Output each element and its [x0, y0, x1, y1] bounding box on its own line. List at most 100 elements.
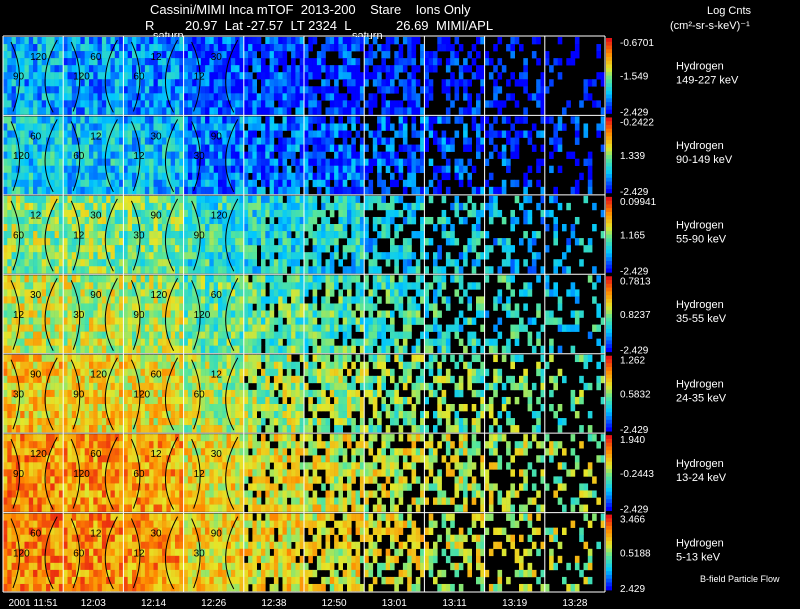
- heat-cell: [196, 289, 202, 297]
- heat-cell: [3, 368, 8, 377]
- heat-cell: [93, 86, 98, 94]
- heat-cell: [76, 389, 81, 398]
- heat-cell: [41, 165, 47, 174]
- heat-cell: [76, 354, 81, 363]
- heat-cell: [15, 172, 21, 181]
- heat-cell: [278, 296, 283, 304]
- heat-cell: [476, 100, 481, 108]
- heat-cell: [527, 93, 533, 101]
- heat-cell: [377, 151, 382, 159]
- heat-cell: [213, 238, 219, 246]
- heat-cell: [84, 324, 90, 332]
- heat-cell: [63, 186, 68, 195]
- heat-cell: [252, 179, 257, 188]
- heat-cell: [132, 345, 137, 354]
- heat-cell: [67, 289, 73, 297]
- heat-cell: [239, 209, 245, 218]
- heat-cell: [132, 310, 137, 318]
- heat-cell: [398, 303, 404, 311]
- heat-cell: [570, 231, 576, 239]
- heat-cell: [527, 245, 533, 253]
- heat-cell: [183, 130, 189, 138]
- heat-cell: [144, 411, 150, 419]
- heat-cell: [312, 259, 318, 267]
- heat-cell: [600, 79, 606, 87]
- heat-cell: [76, 259, 81, 267]
- heat-cell: [97, 338, 103, 346]
- heat-cell: [441, 130, 447, 138]
- heat-cell: [312, 310, 318, 318]
- heat-cell: [183, 58, 189, 66]
- heat-cell: [458, 275, 464, 283]
- heat-cell: [3, 86, 8, 94]
- heat-cell: [50, 72, 55, 80]
- heat-cell: [54, 252, 60, 260]
- heat-cell: [596, 44, 601, 52]
- heat-cell: [3, 216, 8, 225]
- heat-cell: [46, 172, 51, 181]
- heat-cell: [269, 137, 275, 145]
- heat-cell: [123, 79, 128, 87]
- heat-cell: [15, 324, 21, 332]
- heat-cell: [390, 65, 395, 73]
- heat-cell: [93, 259, 98, 267]
- heat-cell: [33, 425, 38, 433]
- heat-cell: [162, 331, 167, 339]
- heat-cell: [480, 116, 485, 124]
- heat-cell: [390, 209, 395, 218]
- heat-cell: [239, 296, 245, 304]
- heat-cell: [80, 361, 85, 370]
- heat-cell: [531, 51, 537, 59]
- heat-cell: [106, 179, 111, 188]
- heat-cell: [162, 165, 167, 174]
- heat-cell: [437, 245, 442, 253]
- heat-cell: [355, 58, 361, 66]
- heat-cell: [218, 310, 223, 318]
- heat-cell: [385, 123, 391, 131]
- heat-cell: [58, 296, 64, 304]
- heat-cell: [282, 158, 288, 166]
- heat-cell: [196, 79, 202, 87]
- heat-cell: [50, 123, 55, 131]
- heat-cell: [170, 151, 176, 159]
- heat-cell: [11, 382, 17, 391]
- heat-cell: [136, 396, 141, 405]
- heat-cell: [46, 158, 51, 166]
- heat-cell: [248, 165, 253, 174]
- heat-cell: [175, 179, 180, 188]
- heat-cell: [7, 425, 12, 433]
- heat-cell: [527, 179, 533, 188]
- heat-cell: [377, 282, 382, 290]
- heat-cell: [7, 289, 12, 297]
- heat-cell: [157, 289, 163, 297]
- heat-cell: [20, 179, 25, 188]
- heat-cell: [63, 317, 68, 325]
- heat-cell: [334, 37, 339, 45]
- heat-cell: [308, 158, 313, 166]
- heat-cell: [58, 389, 64, 398]
- heat-cell: [50, 238, 55, 246]
- heat-cell: [308, 58, 313, 66]
- heat-cell: [80, 310, 85, 318]
- heat-cell: [37, 158, 42, 166]
- heat-cell: [536, 37, 541, 45]
- heat-cell: [101, 202, 107, 211]
- heat-cell: [213, 44, 219, 52]
- heat-cell: [80, 151, 85, 159]
- heat-cell: [308, 282, 313, 290]
- heat-cell: [316, 65, 322, 73]
- heat-cell: [140, 296, 146, 304]
- heat-cell: [299, 282, 305, 290]
- heat-cell: [97, 411, 103, 419]
- heat-cell: [471, 317, 477, 325]
- heat-cell: [119, 418, 124, 426]
- heat-cell: [467, 296, 472, 304]
- heat-cell: [157, 324, 163, 332]
- heat-cell: [261, 158, 266, 166]
- heat-cell: [394, 259, 399, 267]
- heat-cell: [355, 86, 361, 94]
- heat-cell: [402, 107, 408, 115]
- heat-cell: [149, 252, 154, 260]
- heat-cell: [213, 231, 219, 239]
- heat-cell: [218, 93, 223, 101]
